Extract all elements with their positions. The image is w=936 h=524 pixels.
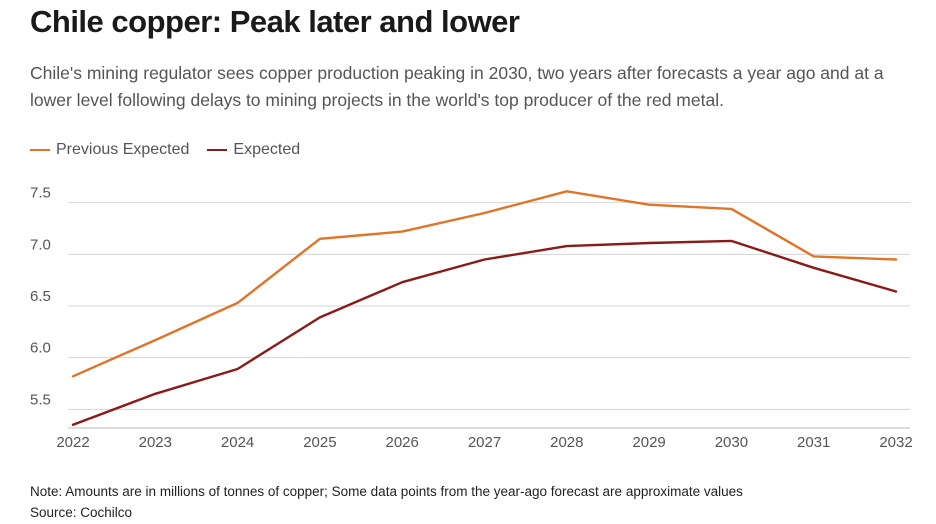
line-chart: 5.5 6.0 6.5 7.0 7.5 2022 2023 2024 2025 2026 2027… bbox=[30, 185, 913, 451]
x-tick-label: 2025 bbox=[303, 434, 336, 451]
x-tick-label: 2026 bbox=[386, 434, 419, 451]
chart-source: Source: Cochilco bbox=[30, 505, 133, 520]
x-tick-label: 2027 bbox=[468, 434, 501, 451]
series-line-expected bbox=[71, 239, 898, 426]
legend-item-previous-expected: Previous Expected bbox=[30, 141, 189, 159]
y-tick-label: 7.5 bbox=[30, 185, 51, 202]
y-tick-label: 6.0 bbox=[30, 340, 51, 357]
legend-item-expected: Expected bbox=[207, 141, 300, 159]
chart-legend: Previous Expected Expected bbox=[30, 141, 318, 159]
x-tick-label: 2028 bbox=[550, 434, 583, 451]
x-axis: 2022 2023 2024 2025 2026 2027 2028 2029 2030 2031… bbox=[56, 434, 912, 451]
series-line-previous-expected bbox=[71, 190, 898, 378]
chart-note: Note: Amounts are in millions of tonnes … bbox=[30, 484, 743, 499]
chart-title: Chile copper: Peak later and lower bbox=[30, 4, 520, 39]
legend-label-expected: Expected bbox=[233, 141, 301, 158]
x-tick-label: 2022 bbox=[56, 434, 89, 451]
legend-label-previous-expected: Previous Expected bbox=[56, 141, 190, 158]
y-axis: 5.5 6.0 6.5 7.0 7.5 bbox=[30, 185, 51, 409]
chart-gridlines bbox=[68, 202, 910, 429]
y-tick-label: 7.0 bbox=[30, 236, 51, 253]
chart-subtitle: Chile's mining regulator sees copper pro… bbox=[30, 63, 884, 110]
x-tick-label: 2023 bbox=[139, 434, 172, 451]
x-tick-label: 2029 bbox=[632, 434, 665, 451]
legend-swatch-previous-expected bbox=[30, 148, 50, 152]
x-tick-label: 2030 bbox=[715, 434, 748, 451]
x-tick-label: 2024 bbox=[221, 434, 254, 451]
x-tick-label: 2031 bbox=[797, 434, 830, 451]
chart-series bbox=[71, 190, 898, 426]
y-tick-label: 5.5 bbox=[30, 391, 51, 408]
y-tick-label: 6.5 bbox=[30, 288, 51, 305]
legend-swatch-expected bbox=[207, 148, 228, 152]
x-tick-label: 2032 bbox=[879, 434, 912, 451]
